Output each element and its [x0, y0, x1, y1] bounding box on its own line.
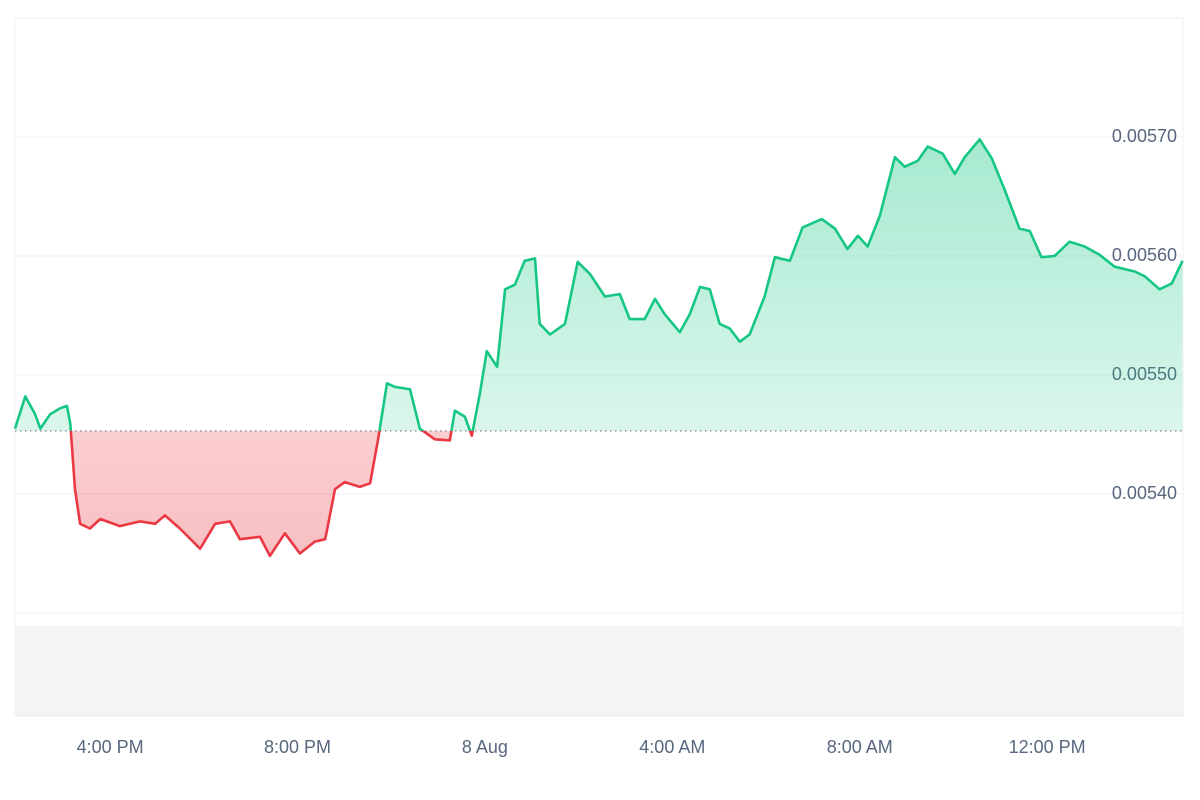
price-line-up	[13, 138, 1184, 431]
area-down	[15, 430, 1183, 556]
y-tick-label: 0.00570	[1112, 126, 1177, 146]
price-line-down	[69, 430, 475, 558]
x-tick-label: 8:00 AM	[827, 737, 893, 757]
y-tick-label: 0.00560	[1112, 245, 1177, 265]
x-tick-label: 8 Aug	[462, 737, 508, 757]
x-tick-label: 8:00 PM	[264, 737, 331, 757]
area-up	[15, 139, 1183, 431]
x-tick-label: 12:00 PM	[1009, 737, 1086, 757]
volume-strip	[15, 626, 1183, 716]
y-tick-label: 0.00540	[1112, 483, 1177, 503]
x-tick-label: 4:00 PM	[77, 737, 144, 757]
x-tick-label: 4:00 AM	[639, 737, 705, 757]
